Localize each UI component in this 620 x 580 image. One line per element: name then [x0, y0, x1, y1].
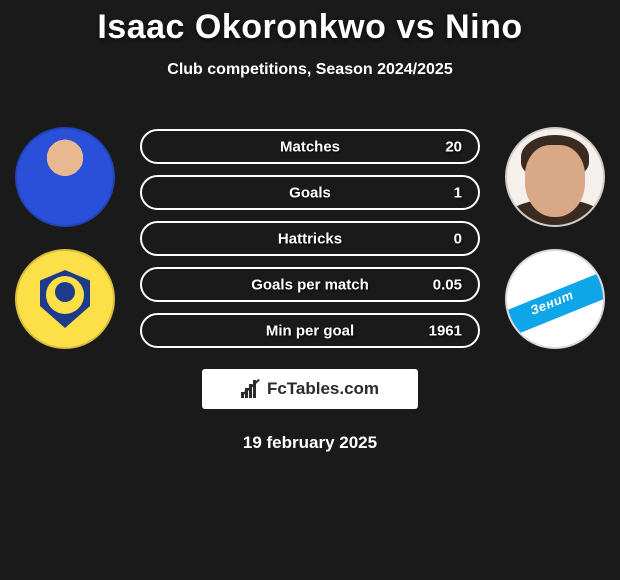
stat-value: 0: [454, 230, 462, 247]
brand-chart-icon: [241, 380, 261, 398]
brand-name: FcTables.com: [267, 379, 379, 399]
stat-label: Min per goal: [266, 322, 354, 339]
stat-pill-hattricks: Hattricks 0: [140, 221, 480, 256]
stat-value: 1961: [429, 322, 462, 339]
subtitle: Club competitions, Season 2024/2025: [0, 61, 620, 79]
rostov-shield-icon: [40, 270, 90, 328]
left-player-avatar: [15, 127, 115, 227]
stat-label: Matches: [280, 138, 340, 155]
right-player-avatar: [505, 127, 605, 227]
stat-value: 1: [454, 184, 462, 201]
stat-value: 0.05: [433, 276, 462, 293]
date-text: 19 february 2025: [0, 433, 620, 453]
stat-pill-goals: Goals 1: [140, 175, 480, 210]
stat-pill-min-per-goal: Min per goal 1961: [140, 313, 480, 348]
avatar-face-icon: [525, 145, 585, 217]
stats-column: Matches 20 Goals 1 Hattricks 0 Goals per…: [140, 127, 480, 348]
main-title: Isaac Okoronkwo vs Nino: [0, 8, 620, 47]
right-column: Зенит: [500, 127, 610, 349]
stat-label: Goals per match: [251, 276, 369, 293]
right-club-badge: Зенит: [505, 249, 605, 349]
stat-value: 20: [445, 138, 462, 155]
left-club-badge: [15, 249, 115, 349]
stat-label: Goals: [289, 184, 331, 201]
brand-box: FcTables.com: [202, 369, 418, 409]
main-row: Matches 20 Goals 1 Hattricks 0 Goals per…: [0, 127, 620, 349]
stat-pill-matches: Matches 20: [140, 129, 480, 164]
stat-pill-goals-per-match: Goals per match 0.05: [140, 267, 480, 302]
left-column: [10, 127, 120, 349]
infographic-container: Isaac Okoronkwo vs Nino Club competition…: [0, 0, 620, 453]
stat-label: Hattricks: [278, 230, 342, 247]
